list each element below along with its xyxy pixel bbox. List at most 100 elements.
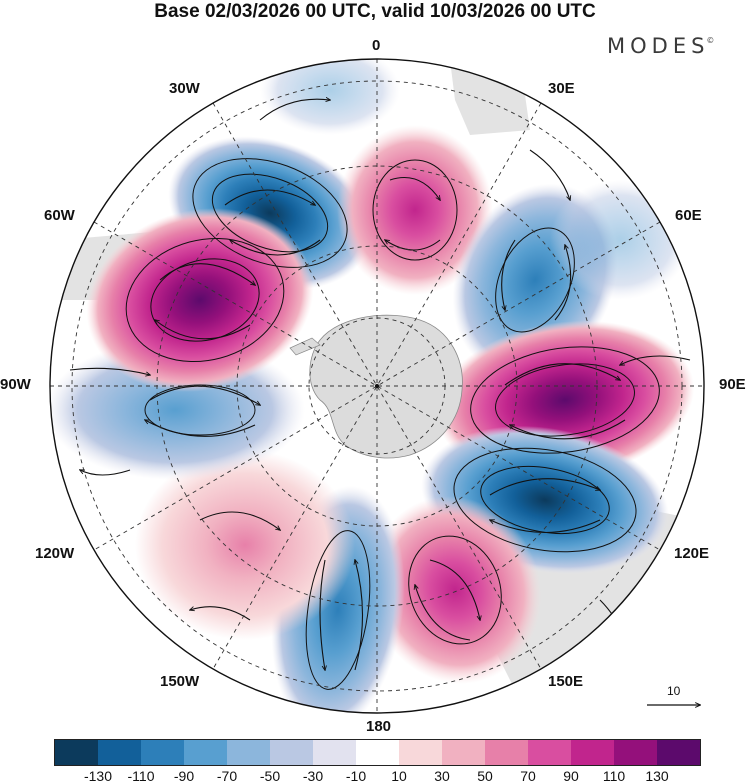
colorbar-tick-label: -50 — [259, 768, 281, 784]
streamline — [80, 470, 131, 476]
graticule — [50, 59, 704, 713]
contour-line — [305, 530, 371, 690]
contour-line — [470, 346, 660, 454]
colorbar-tick-label: 130 — [645, 768, 669, 784]
colorbar-swatch — [98, 740, 141, 765]
map-title: Base 02/03/2026 00 UTC, valid 10/03/2026… — [154, 1, 596, 22]
wind-streamlines — [69, 99, 691, 671]
contour-line — [495, 363, 635, 437]
map-border — [49, 58, 705, 714]
colorbar-swatch — [571, 740, 614, 765]
contour-line — [480, 466, 610, 534]
south-pole-dot — [375, 384, 379, 388]
anomaly-high-65w — [86, 208, 314, 392]
streamline — [199, 511, 280, 530]
contour-line — [372, 159, 458, 261]
streamline — [259, 99, 330, 121]
streamline — [155, 320, 251, 340]
colorbar-tick-label: -110 — [127, 768, 155, 784]
colorbar-swatch — [614, 740, 657, 765]
colorbar-ticks: -130 -110 -90 -70 -50 -30 -10 10 30 50 70 90 110 130 — [0, 768, 750, 784]
colorbar-swatch — [657, 740, 700, 765]
colorbar-tick-label: 70 — [520, 768, 536, 784]
lon-label-30w: 30W — [169, 80, 200, 97]
colorbar-swatch — [528, 740, 571, 765]
colorbar-swatch — [141, 740, 184, 765]
contour-line — [211, 173, 329, 253]
streamline — [319, 559, 325, 670]
lon-label-60e: 60E — [675, 207, 702, 224]
streamline — [230, 240, 321, 256]
streamline — [355, 560, 363, 671]
streamline — [389, 176, 440, 201]
streamline — [489, 478, 600, 496]
lon-label-60w: 60W — [44, 207, 75, 224]
colorbar-swatch — [485, 740, 528, 765]
lon-label-120e: 120E — [674, 545, 710, 562]
streamline — [190, 606, 251, 621]
contour-line — [453, 447, 637, 553]
colorbar-swatch — [227, 740, 270, 765]
contour-line — [144, 384, 256, 436]
modes-logo: MODES© — [607, 34, 717, 58]
streamline — [490, 520, 601, 533]
streamline — [145, 420, 256, 437]
streamline — [385, 240, 441, 251]
lon-label-30e: 30E — [548, 80, 575, 97]
lon-label-90e: 90E — [719, 376, 746, 393]
streamline — [415, 585, 471, 641]
colorbar-tick-label: 110 — [602, 768, 626, 784]
lon-label-150e: 150E — [548, 673, 584, 690]
colorbar-tick-label: -90 — [173, 768, 195, 784]
colorbar-swatch — [55, 740, 98, 765]
streamline — [429, 559, 480, 620]
meridian-30e-150w — [212, 102, 542, 670]
streamline — [529, 149, 570, 200]
streamline — [224, 189, 315, 205]
streamline — [504, 363, 620, 386]
colorbar-tick-label: -10 — [345, 768, 367, 784]
lon-label-90w: 90W — [0, 376, 31, 393]
contour-line — [192, 158, 348, 268]
anomaly-high-15e — [337, 125, 493, 295]
streamline — [159, 263, 255, 285]
colorbar-swatch — [399, 740, 442, 765]
anomaly-high-150e — [368, 496, 542, 684]
colorbar-tick-label: 90 — [563, 768, 579, 784]
colorbar-swatch — [313, 740, 356, 765]
anomaly-high-130w — [135, 450, 355, 640]
colorbar-tick-label: 30 — [434, 768, 450, 784]
contour-line — [125, 237, 285, 363]
contour-line — [408, 535, 502, 645]
lon-label-0: 0 — [372, 37, 381, 54]
colorbar-swatch — [184, 740, 227, 765]
colorbar-tick-label: -130 — [83, 768, 113, 784]
lon-label-150w: 150W — [160, 673, 200, 690]
colorbar-swatch — [270, 740, 313, 765]
colorbar-tick-label: 10 — [391, 768, 407, 784]
colorbar-tick-label: 50 — [477, 768, 493, 784]
lon-label-120w: 120W — [35, 545, 75, 562]
colorbar-swatch — [442, 740, 485, 765]
lon-label-180: 180 — [366, 718, 392, 735]
brand-text: MODES — [607, 34, 710, 58]
meridian-60e-120w — [93, 221, 661, 551]
streamline — [501, 239, 516, 310]
contour-lines — [125, 158, 660, 690]
meridian-60w-120e — [93, 221, 661, 551]
antarctic-peninsula — [289, 337, 321, 356]
reference-vector-label: 10 — [667, 684, 681, 698]
copyright-mark: © — [706, 36, 715, 45]
streamline — [69, 367, 150, 375]
streamline — [620, 355, 691, 365]
colorbar-tick-label: -70 — [216, 768, 238, 784]
streamline — [554, 245, 572, 321]
streamline — [510, 419, 626, 440]
colorbar-swatch — [356, 740, 399, 765]
colorbar-tick-label: -30 — [302, 768, 324, 784]
meridian-30w-150e — [212, 102, 542, 670]
map-disk — [50, 59, 704, 713]
contour-line — [495, 227, 575, 333]
colorbar — [54, 739, 701, 766]
